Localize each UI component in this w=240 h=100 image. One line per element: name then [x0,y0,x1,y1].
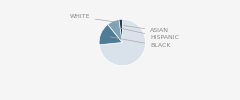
Wedge shape [99,24,122,45]
Wedge shape [119,19,122,42]
Text: WHITE: WHITE [69,14,118,22]
Text: ASIAN: ASIAN [124,26,169,33]
Wedge shape [108,20,122,42]
Text: BLACK: BLACK [110,37,171,48]
Text: HISPANIC: HISPANIC [118,28,179,40]
Wedge shape [99,19,145,66]
